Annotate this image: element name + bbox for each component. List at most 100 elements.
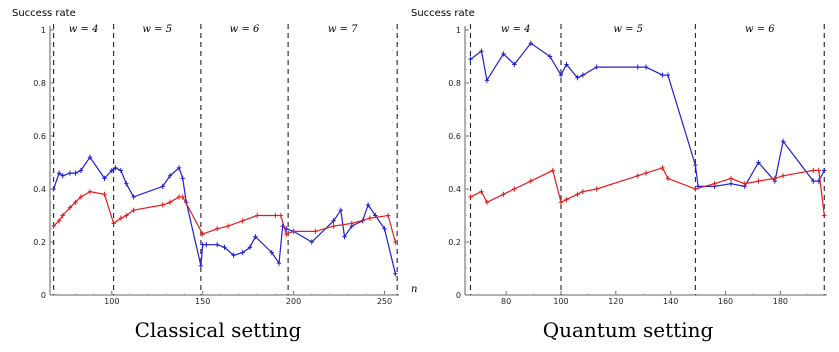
- data-point-blue: [67, 170, 73, 176]
- data-point-blue: [198, 263, 204, 269]
- data-point-red: [643, 170, 649, 176]
- data-point-red: [200, 231, 205, 237]
- data-point-blue: [113, 165, 118, 171]
- data-point-blue: [102, 175, 107, 181]
- y-tick-label: 0.6: [33, 132, 46, 141]
- data-point-red: [811, 167, 816, 174]
- data-point-blue: [484, 77, 490, 83]
- data-point-red: [635, 173, 640, 179]
- data-point-red: [284, 231, 289, 237]
- y-tick-label: 0.6: [448, 132, 461, 141]
- data-point-blue: [204, 242, 209, 248]
- data-point-blue: [124, 181, 129, 187]
- data-point-blue: [393, 271, 398, 277]
- data-point-blue: [222, 244, 227, 250]
- data-point-red: [468, 194, 473, 200]
- data-point-red: [367, 215, 373, 221]
- data-point-red: [131, 207, 136, 213]
- data-point-red: [550, 167, 555, 174]
- data-point-red: [780, 173, 786, 179]
- data-point-red: [712, 181, 717, 187]
- data-point-red: [484, 199, 490, 205]
- data-point-blue: [635, 64, 640, 70]
- data-point-red: [124, 212, 129, 219]
- data-point-blue: [118, 167, 124, 174]
- data-point-red: [660, 165, 665, 171]
- chart-caption: Quantum setting: [543, 318, 714, 342]
- y-tick-label: 0.8: [448, 79, 461, 88]
- data-point-blue: [160, 183, 165, 189]
- data-point-blue: [231, 252, 236, 258]
- data-point-red: [331, 223, 336, 229]
- data-point-blue: [501, 51, 506, 57]
- data-point-red: [742, 181, 747, 187]
- data-point-blue: [247, 244, 253, 250]
- data-point-blue: [176, 165, 182, 171]
- region-label: w = 6: [230, 24, 260, 35]
- data-point-blue: [558, 72, 564, 78]
- y-axis-label: Success rate: [411, 8, 475, 19]
- data-point-red: [118, 215, 124, 221]
- data-point-red: [56, 218, 62, 224]
- data-point-red: [278, 212, 284, 219]
- data-point-blue: [512, 61, 517, 68]
- data-point-blue: [693, 162, 698, 168]
- data-point-blue: [276, 260, 282, 266]
- data-point-blue: [564, 61, 569, 68]
- data-point-red: [111, 220, 116, 227]
- x-tick-label: 120: [608, 297, 623, 306]
- data-point-red: [575, 191, 580, 197]
- y-tick-label: 0.4: [33, 185, 46, 194]
- y-axis-label: Success rate: [12, 8, 76, 19]
- series-line-blue: [470, 42, 825, 188]
- x-tick-label: 140: [663, 297, 678, 306]
- y-tick-label: 0.2: [33, 238, 46, 247]
- region-label: w = 7: [328, 24, 358, 35]
- data-point-blue: [269, 250, 274, 256]
- data-point-red: [167, 199, 173, 205]
- data-point-blue: [811, 178, 816, 184]
- data-point-red: [558, 199, 564, 205]
- y-tick-label: 0: [456, 291, 461, 300]
- data-point-blue: [309, 239, 314, 245]
- data-point-red: [102, 191, 107, 197]
- data-point-blue: [665, 72, 671, 78]
- data-point-blue: [479, 48, 484, 54]
- data-point-blue: [331, 218, 336, 224]
- y-tick-label: 0.2: [448, 238, 461, 247]
- y-tick-label: 0: [41, 291, 46, 300]
- x-tick-label: 150: [195, 297, 210, 306]
- data-point-blue: [728, 181, 734, 187]
- data-point-blue: [382, 226, 387, 232]
- data-point-blue: [56, 170, 62, 176]
- data-point-red: [87, 189, 93, 195]
- series-line-blue: [53, 156, 396, 274]
- x-axis-label: n: [411, 284, 417, 295]
- data-point-blue: [338, 207, 344, 213]
- data-point-red: [594, 186, 599, 192]
- data-point-red: [225, 223, 231, 229]
- data-point-red: [273, 212, 278, 219]
- data-point-red: [501, 191, 506, 197]
- x-tick-label: 100: [104, 297, 119, 306]
- data-point-blue: [822, 167, 827, 174]
- y-tick-label: 0.8: [33, 79, 46, 88]
- data-point-red: [240, 218, 245, 224]
- chart-caption: Classical setting: [135, 318, 302, 342]
- data-point-blue: [528, 40, 534, 46]
- y-tick-label: 1: [456, 26, 461, 35]
- data-point-red: [728, 175, 734, 181]
- data-point-red: [693, 186, 698, 192]
- data-point-red: [479, 189, 484, 195]
- data-point-red: [78, 194, 84, 200]
- data-point-blue: [575, 75, 580, 81]
- data-point-red: [393, 239, 398, 245]
- x-tick-label: 100: [553, 297, 568, 306]
- series-line-red: [470, 167, 825, 216]
- y-tick-label: 1: [41, 26, 46, 35]
- data-point-blue: [547, 53, 553, 60]
- data-point-blue: [756, 159, 761, 166]
- data-point-blue: [342, 234, 347, 240]
- data-point-red: [180, 194, 185, 200]
